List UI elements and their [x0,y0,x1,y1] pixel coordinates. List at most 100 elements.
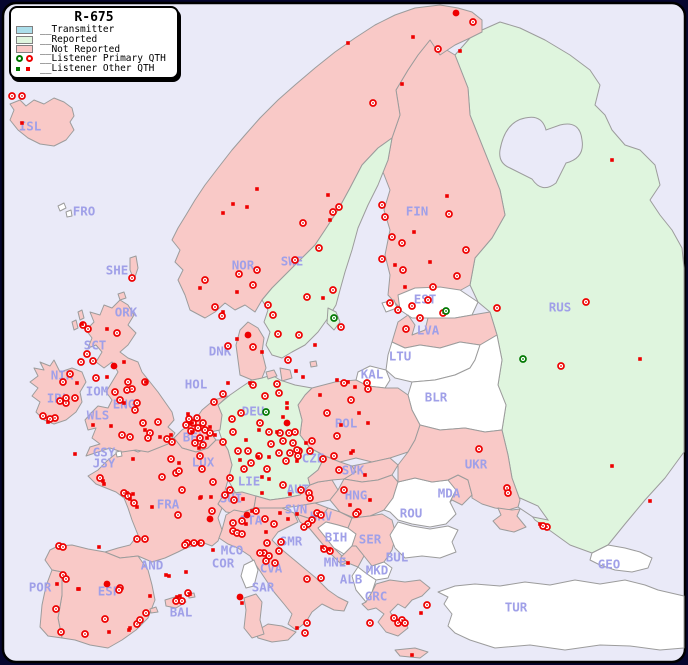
other-qth-green-icon [16,66,20,71]
listener-primary-qth-marker [174,511,182,519]
legend-title: R-675 [74,10,114,25]
white-sea [499,116,583,189]
listener-primary-qth-marker [8,92,16,100]
listener-primary-qth-marker [424,296,432,304]
listener-primary-qth-marker [77,358,85,366]
listener-primary-qth-marker [303,619,311,627]
listener-other-qth-marker [538,522,542,526]
primary-qth-green-icon [16,55,23,63]
listener-primary-qth-marker [62,394,70,402]
listener-primary-qth-marker [293,446,301,454]
listener-primary-qth-marker [219,390,227,398]
listener-primary-qth-marker [256,549,264,557]
listener-primary-qth-marker [335,466,343,474]
listener-primary-qth-marker [475,445,483,453]
listener-other-qth-marker [107,630,111,634]
listener-primary-qth-marker [340,486,348,494]
listener-other-qth-marker [295,459,299,463]
country-label-cze: CZE [302,451,325,466]
listener-primary-qth-marker [240,465,248,473]
listener-primary-qth-marker [279,437,287,445]
listener-primary-qth-marker [128,274,136,282]
listener-primary-qth-marker [84,325,92,333]
listener-other-qth-marker [260,491,264,495]
listener-other-qth-marker [158,435,162,439]
listener-primary-qth-marker [81,630,89,638]
listener-markers-layer [8,9,652,657]
listener-primary-qth-marker [59,378,67,386]
listener-other-qth-marker [346,380,350,384]
listener-other-qth-marker [221,310,225,314]
listener-other-qth-marker [144,380,148,384]
listener-primary-qth-marker [453,272,461,280]
listener-primary-qth-marker [275,449,283,457]
listener-primary-qth-marker [52,605,60,613]
listener-primary-qth-marker [111,388,119,396]
listener-primary-qth-marker [199,441,207,449]
listener-primary-qth-marker [557,362,565,370]
listener-other-qth-marker [346,561,350,565]
listener-other-qth-marker [131,492,135,496]
legend-label-primary-qth: __Listener Primary QTH [40,53,166,65]
listener-primary-qth-marker [381,213,389,221]
listener-primary-qth-marker [299,219,307,227]
listener-primary-qth-marker [265,428,273,436]
listener-other-qth-marker [318,393,322,397]
country-italy [218,507,349,631]
listener-other-qth-marker [73,452,77,456]
listener-other-qth-marker [235,290,239,294]
listener-primary-qth-marker [249,343,257,351]
country-label-bul: BUL [386,550,409,565]
listener-primary-qth-marker [319,455,327,463]
country-label-sct: SCT [84,338,107,353]
listener-primary-qth-marker [386,299,394,307]
listener-other-qth-marker [105,375,109,379]
listener-primary-qth-marker [218,312,226,320]
country-iceland [9,97,75,147]
listener-primary-qth-marker [297,486,305,494]
listener-primary-qth-marker [139,419,147,427]
country-great-britain [84,299,176,457]
listener-other-qth-marker [411,35,415,39]
legend-row-not-reported: __Not Reported [11,44,177,55]
listener-primary-qth-marker [249,281,257,289]
listener-other-qth-marker [213,433,217,437]
listener-primary-qth-marker [221,491,229,499]
listener-other-qth-marker [131,457,135,461]
country-denmark [235,321,267,381]
listener-other-qth-marker [148,594,152,598]
island-corsica [240,559,259,589]
listener-other-qth-marker [278,511,282,515]
listener-primary-qth-marker [291,428,299,436]
listener-other-qth-marker [101,479,105,483]
listener-primary-qth-marker [294,452,302,460]
listener-primary-qth-marker [196,434,204,442]
listener-cluster-dot [283,419,291,427]
listener-other-qth-marker [295,512,299,516]
listener-other-qth-marker [285,401,289,405]
listener-other-qth-marker [188,592,192,596]
listener-primary-qth-marker [335,203,343,211]
listener-cluster-dot [206,515,214,523]
listener-other-qth-marker [363,473,367,477]
listener-other-qth-marker [357,411,361,415]
country-france [87,437,233,563]
listener-other-qth-marker [368,498,372,502]
listener-cluster-dot [103,580,111,588]
country-label-she: SHE [106,263,129,278]
listener-primary-qth-marker [390,614,398,622]
listener-other-qth-marker [638,357,642,361]
listener-primary-qth-marker [229,519,237,527]
listener-other-qth-marker [294,369,298,373]
listener-other-qth-marker [275,430,279,434]
listener-primary-qth-marker [181,541,189,549]
listener-primary-qth-marker [133,535,141,543]
country-label-alb: ALB [340,572,363,587]
listener-other-qth-marker [240,601,244,605]
listener-primary-qth-marker [89,357,97,365]
listener-other-qth-marker [143,428,147,432]
listener-primary-qth-marker [18,92,26,100]
islands-shetland [129,255,139,281]
listener-other-qth-marker [209,495,213,499]
listener-primary-qth-marker [201,276,209,284]
